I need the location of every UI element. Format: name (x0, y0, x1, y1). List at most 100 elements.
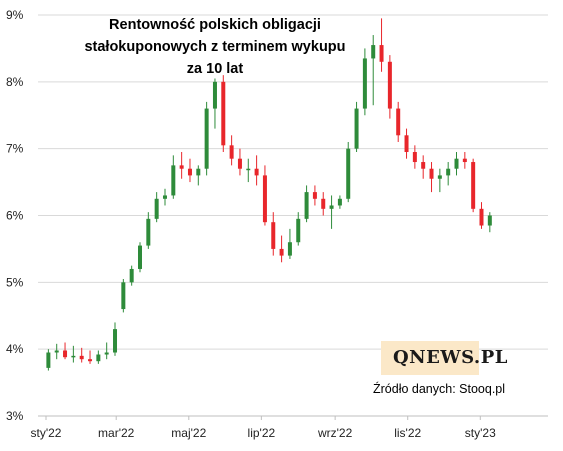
title-line-1: Rentowność polskich obligacji (109, 17, 321, 33)
candle (437, 168, 442, 193)
chart-title: Rentowność polskich obligacji stałokupon… (80, 14, 350, 80)
candle (479, 202, 484, 229)
candle-body (54, 350, 59, 353)
candle-body (71, 355, 76, 358)
candle (337, 195, 342, 209)
candle (262, 165, 267, 226)
candle-body (346, 148, 351, 199)
candle (212, 78, 217, 129)
candle (454, 152, 459, 176)
candle-body (162, 195, 167, 199)
candle (88, 350, 93, 364)
candle-body (104, 352, 109, 355)
candle-body (354, 108, 359, 149)
candle-body (312, 192, 317, 199)
candle-body (237, 158, 242, 169)
candle (171, 155, 176, 199)
candle-body (371, 45, 376, 59)
candle (104, 342, 109, 360)
candle-body (63, 350, 68, 358)
candle-body (304, 192, 309, 219)
candle (63, 342, 68, 360)
candle (46, 349, 51, 371)
candle (79, 347, 84, 363)
candle (429, 162, 434, 193)
y-tick-label: 7% (6, 142, 24, 156)
candle-body (179, 165, 184, 169)
candle-body (321, 198, 326, 209)
candle (387, 55, 392, 119)
y-tick-label: 3% (6, 409, 24, 423)
candle (446, 162, 451, 186)
candle-body (437, 175, 442, 179)
candle (229, 135, 234, 166)
candle-body (229, 145, 234, 159)
y-axis: 3% 4% 5% 6% 7% 8% 9% (6, 8, 24, 423)
candle (54, 343, 59, 360)
candle-body (429, 168, 434, 179)
candle (113, 322, 118, 356)
candle (179, 152, 184, 179)
candle-body (446, 168, 451, 176)
candle (329, 195, 334, 229)
candle-body (221, 81, 226, 146)
candle-body (146, 218, 151, 246)
title-line-2: stałokuponowych z terminem wykupu (84, 39, 346, 55)
source-note: Źródło danych: Stooq.pl (373, 382, 506, 396)
candle (421, 155, 426, 179)
x-axis: sty'22 mar'22 maj'22 lip'22 wrz'22 lis'22 sty'… (31, 415, 548, 440)
candle (321, 192, 326, 216)
candle-body (88, 359, 93, 362)
candle-body (204, 108, 209, 169)
candle-body (187, 168, 192, 176)
candle (304, 185, 309, 223)
qnews-logo: QNEWS.PL (381, 341, 507, 375)
candle (287, 228, 292, 259)
candle-body (154, 198, 159, 219)
candle-body (46, 352, 51, 368)
candle (471, 158, 476, 213)
candle-body (279, 248, 284, 256)
candle-body (412, 152, 417, 163)
title-line-3: za 10 lat (186, 61, 244, 77)
candle (412, 145, 417, 169)
candle (404, 128, 409, 159)
candle (371, 35, 376, 106)
candle (138, 242, 142, 273)
candles (46, 18, 492, 371)
candle (462, 152, 467, 169)
candle-body (79, 355, 84, 360)
x-tick-label: mar'22 (98, 426, 135, 440)
y-tick-label: 6% (6, 209, 24, 223)
candle-body (337, 198, 342, 206)
candle (96, 350, 101, 364)
candle (121, 278, 126, 313)
candle (204, 101, 209, 176)
candle-body (329, 205, 334, 209)
candle-body (96, 354, 101, 362)
candle (271, 212, 276, 256)
candle (346, 141, 351, 203)
candle-body (396, 108, 401, 136)
candle (196, 165, 201, 186)
candle (379, 18, 384, 72)
candle-body (454, 158, 459, 169)
candle-body (487, 215, 492, 226)
candle (129, 265, 134, 286)
candle-body (254, 168, 259, 176)
candle (146, 212, 151, 249)
x-tick-label: lip'22 (248, 426, 276, 440)
x-tick-label: sty'23 (465, 426, 496, 440)
candle-body (121, 282, 126, 310)
candle (312, 185, 317, 206)
candle (254, 155, 259, 186)
candle (187, 158, 192, 183)
candle (237, 148, 242, 176)
x-tick-label: wrz'22 (317, 426, 353, 440)
x-tick-label: maj'22 (171, 426, 206, 440)
candle (246, 158, 251, 183)
candle (354, 101, 359, 153)
candle-body (479, 208, 484, 226)
candle-body (296, 218, 301, 243)
